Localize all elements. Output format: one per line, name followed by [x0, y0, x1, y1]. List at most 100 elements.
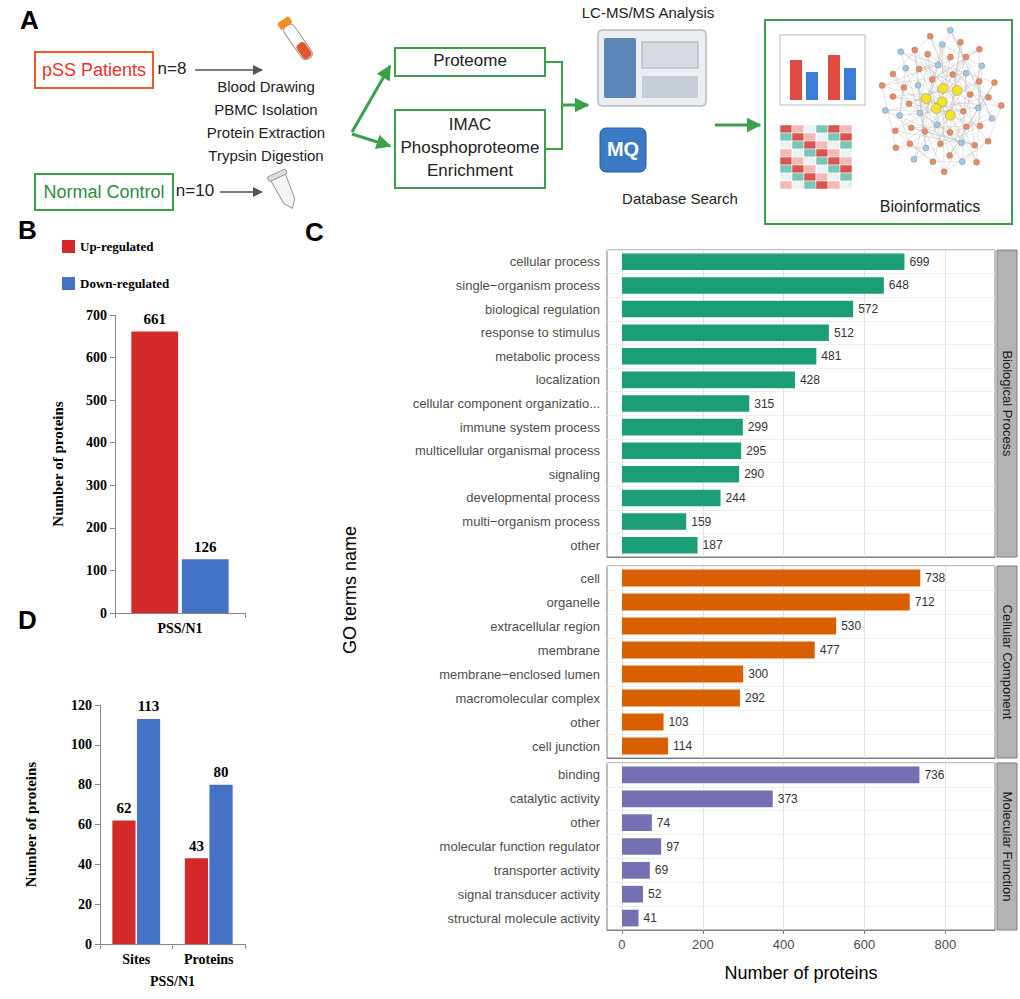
- svg-text:530: 530: [841, 619, 861, 633]
- svg-text:LC-MS/MS Analysis: LC-MS/MS Analysis: [582, 4, 715, 21]
- svg-text:other: other: [570, 715, 600, 730]
- svg-text:200: 200: [86, 520, 107, 535]
- svg-text:120: 120: [71, 698, 92, 713]
- svg-text:572: 572: [858, 302, 878, 316]
- svg-text:400: 400: [86, 435, 107, 450]
- svg-text:126: 126: [194, 539, 217, 555]
- svg-text:0: 0: [85, 937, 92, 952]
- svg-text:Blood Drawing: Blood Drawing: [217, 78, 315, 95]
- svg-text:481: 481: [821, 349, 841, 363]
- svg-text:500: 500: [86, 393, 107, 408]
- svg-text:700: 700: [86, 308, 107, 323]
- svg-text:GO terms name: GO terms name: [340, 526, 360, 654]
- svg-text:cellular component organizatio: cellular component organizatio...: [413, 396, 600, 411]
- svg-text:400: 400: [773, 937, 795, 952]
- svg-text:Cellular Component: Cellular Component: [1000, 605, 1015, 720]
- svg-text:60: 60: [78, 817, 92, 832]
- svg-text:62: 62: [116, 800, 131, 816]
- svg-text:multicellular organismal proce: multicellular organismal process: [415, 443, 600, 458]
- svg-text:299: 299: [748, 420, 768, 434]
- svg-text:developmental process: developmental process: [466, 490, 600, 505]
- svg-text:macromolecular complex: macromolecular complex: [456, 691, 601, 706]
- svg-text:600: 600: [86, 350, 107, 365]
- svg-text:cell: cell: [580, 571, 600, 586]
- svg-text:Proteome: Proteome: [433, 51, 507, 70]
- svg-text:80: 80: [214, 764, 229, 780]
- svg-text:699: 699: [909, 255, 929, 269]
- svg-text:multi−organism process: multi−organism process: [462, 514, 600, 529]
- svg-text:74: 74: [657, 816, 671, 830]
- svg-text:103: 103: [669, 715, 689, 729]
- svg-text:catalytic activity: catalytic activity: [510, 791, 601, 806]
- svg-text:A: A: [20, 5, 39, 35]
- svg-text:69: 69: [655, 863, 669, 877]
- svg-text:800: 800: [934, 937, 956, 952]
- svg-text:MQ: MQ: [607, 138, 639, 160]
- svg-text:response to stimulus: response to stimulus: [481, 325, 601, 340]
- svg-text:PSS/N1: PSS/N1: [157, 621, 202, 636]
- svg-text:712: 712: [915, 595, 935, 609]
- svg-text:648: 648: [889, 278, 909, 292]
- svg-text:292: 292: [745, 691, 765, 705]
- svg-text:PSS/N1: PSS/N1: [150, 974, 195, 989]
- svg-text:membrane: membrane: [538, 643, 600, 658]
- svg-text:736: 736: [924, 768, 944, 782]
- svg-text:512: 512: [834, 326, 854, 340]
- svg-text:Molecular Function: Molecular Function: [1000, 792, 1015, 902]
- svg-text:single−organism process: single−organism process: [456, 278, 601, 293]
- svg-text:20: 20: [78, 897, 92, 912]
- svg-text:molecular function regulator: molecular function regulator: [440, 839, 601, 854]
- svg-text:signal transducer activity: signal transducer activity: [458, 887, 601, 902]
- svg-text:binding: binding: [558, 767, 600, 782]
- svg-text:97: 97: [666, 840, 680, 854]
- svg-text:Biological Process: Biological Process: [1000, 350, 1015, 457]
- svg-text:organelle: organelle: [547, 595, 601, 610]
- svg-text:Normal Control: Normal Control: [43, 182, 164, 202]
- svg-text:structural molecule activity: structural molecule activity: [448, 911, 601, 926]
- svg-text:159: 159: [691, 515, 711, 529]
- svg-text:661: 661: [143, 311, 166, 327]
- svg-text:B: B: [18, 215, 37, 245]
- svg-text:52: 52: [648, 887, 662, 901]
- svg-text:PBMC Isolation: PBMC Isolation: [214, 101, 317, 118]
- svg-text:295: 295: [746, 444, 766, 458]
- svg-text:0: 0: [100, 606, 107, 621]
- svg-text:Up-regulated: Up-regulated: [80, 239, 154, 254]
- svg-text:Proteins: Proteins: [184, 952, 234, 967]
- svg-text:244: 244: [726, 491, 746, 505]
- svg-text:300: 300: [86, 478, 107, 493]
- svg-text:transporter activity: transporter activity: [494, 863, 601, 878]
- svg-text:290: 290: [744, 467, 764, 481]
- svg-text:41: 41: [644, 911, 658, 925]
- svg-text:localization: localization: [536, 372, 600, 387]
- svg-text:738: 738: [925, 571, 945, 585]
- svg-text:100: 100: [86, 563, 107, 578]
- svg-text:n=10: n=10: [176, 181, 214, 200]
- svg-text:pSS Patients: pSS Patients: [42, 60, 146, 80]
- svg-text:other: other: [570, 815, 600, 830]
- svg-text:100: 100: [71, 737, 92, 752]
- svg-text:Number of proteins: Number of proteins: [724, 963, 877, 983]
- svg-text:membrane−enclosed lumen: membrane−enclosed lumen: [439, 667, 600, 682]
- svg-text:200: 200: [692, 937, 714, 952]
- svg-text:biological regulation: biological regulation: [485, 302, 600, 317]
- svg-text:Bioinformatics: Bioinformatics: [880, 198, 980, 215]
- svg-text:43: 43: [189, 838, 204, 854]
- svg-text:113: 113: [138, 698, 160, 714]
- svg-text:Sites: Sites: [122, 952, 151, 967]
- svg-text:300: 300: [748, 667, 768, 681]
- svg-text:other: other: [570, 538, 600, 553]
- svg-text:D: D: [18, 605, 37, 635]
- svg-text:immune system process: immune system process: [460, 420, 601, 435]
- svg-text:114: 114: [673, 739, 692, 753]
- svg-text:600: 600: [854, 937, 876, 952]
- svg-text:187: 187: [703, 538, 723, 552]
- svg-text:IMAC: IMAC: [449, 115, 492, 134]
- svg-text:Number of proteins: Number of proteins: [50, 401, 66, 526]
- svg-text:80: 80: [78, 777, 92, 792]
- svg-text:0: 0: [618, 937, 625, 952]
- svg-text:40: 40: [78, 857, 92, 872]
- svg-text:Number of proteins: Number of proteins: [23, 762, 39, 887]
- svg-text:cellular process: cellular process: [510, 254, 601, 269]
- svg-text:Protein Extraction: Protein Extraction: [207, 124, 325, 141]
